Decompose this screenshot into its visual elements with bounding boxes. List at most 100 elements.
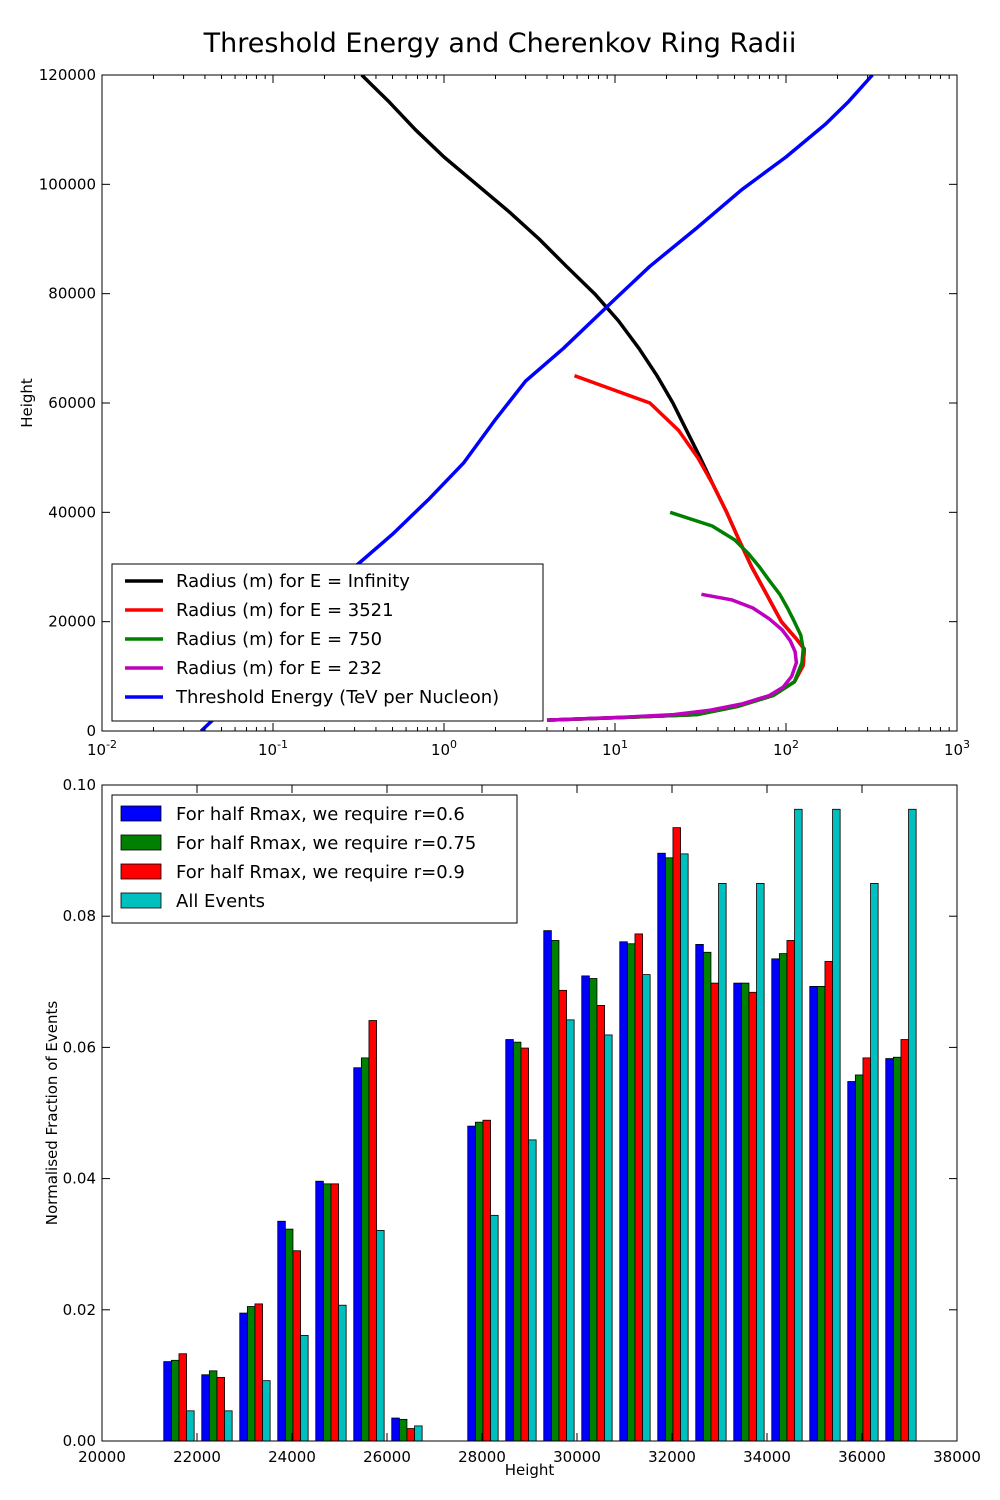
bottom-xtick-label: 36000 bbox=[838, 1448, 886, 1466]
bar bbox=[756, 883, 765, 1442]
bottom-legend-swatch bbox=[120, 805, 162, 822]
bar bbox=[619, 941, 628, 1442]
bar bbox=[786, 940, 795, 1442]
bar bbox=[239, 1312, 248, 1442]
bar bbox=[596, 1005, 605, 1442]
bottom-legend-label: For half Rmax, we require r=0.75 bbox=[176, 833, 476, 854]
bar bbox=[338, 1304, 347, 1442]
top-xtick-label: 10-2 bbox=[87, 738, 117, 759]
bar bbox=[664, 857, 674, 1442]
bottom-ylabel: Normalised Fraction of Events bbox=[43, 1001, 61, 1226]
bottom-ytick-label: 0.02 bbox=[63, 1301, 96, 1319]
bar bbox=[588, 978, 598, 1442]
bottom-xtick-label: 28000 bbox=[458, 1448, 506, 1466]
bar bbox=[771, 958, 780, 1442]
bar bbox=[208, 1370, 218, 1442]
bar bbox=[847, 1081, 856, 1442]
bar bbox=[467, 1125, 476, 1442]
bottom-xtick-label: 20000 bbox=[78, 1448, 126, 1466]
bar bbox=[733, 982, 742, 1442]
bar bbox=[710, 982, 719, 1442]
bar bbox=[262, 1380, 271, 1442]
bottom-legend-label: For half Rmax, we require r=0.9 bbox=[176, 862, 465, 883]
bar bbox=[824, 961, 833, 1442]
bar bbox=[702, 951, 712, 1442]
top-legend-label: Radius (m) for E = 3521 bbox=[176, 600, 394, 621]
bar bbox=[832, 808, 841, 1442]
bar bbox=[284, 1228, 294, 1442]
bottom-xtick-label: 22000 bbox=[173, 1448, 221, 1466]
bar bbox=[353, 1067, 362, 1442]
bottom-xtick-label: 38000 bbox=[933, 1448, 981, 1466]
bar bbox=[558, 989, 567, 1442]
top-legend-box bbox=[111, 563, 544, 722]
bar bbox=[626, 943, 636, 1442]
bar bbox=[178, 1353, 187, 1442]
bar bbox=[718, 883, 727, 1442]
bottom-xtick-label: 32000 bbox=[648, 1448, 696, 1466]
bar bbox=[512, 1041, 522, 1442]
bar bbox=[474, 1121, 484, 1442]
top-series-line-3 bbox=[546, 592, 799, 722]
bottom-xlabel: Height bbox=[505, 1461, 555, 1479]
bar bbox=[740, 982, 750, 1442]
top-legend-label: Radius (m) for E = 750 bbox=[176, 629, 382, 650]
bar bbox=[794, 808, 803, 1442]
bottom-xtick-label: 34000 bbox=[743, 1448, 791, 1466]
bar bbox=[163, 1361, 172, 1442]
bar bbox=[414, 1425, 423, 1442]
bottom-ytick-label: 0.10 bbox=[63, 776, 96, 794]
bottom-legend-label: All Events bbox=[176, 891, 265, 912]
top-xtick-label: 101 bbox=[602, 738, 628, 759]
bar bbox=[604, 1034, 613, 1442]
bar bbox=[550, 940, 560, 1442]
top-xtick-label: 103 bbox=[944, 738, 970, 759]
top-ytick-label: 100000 bbox=[39, 175, 96, 193]
bottom-legend-swatch bbox=[120, 863, 162, 880]
bottom-legend-swatch bbox=[120, 834, 162, 851]
top-xtick-label: 10-1 bbox=[258, 738, 288, 759]
bar bbox=[360, 1057, 370, 1442]
bar bbox=[505, 1039, 514, 1442]
bottom-xtick-label: 24000 bbox=[268, 1448, 316, 1466]
top-ytick-label: 0 bbox=[86, 722, 96, 740]
bar bbox=[482, 1119, 491, 1442]
bar bbox=[277, 1220, 286, 1442]
bar bbox=[368, 1020, 377, 1442]
bottom-axes-frame bbox=[101, 784, 958, 1442]
bottom-legend: For half Rmax, we require r=0.6 For half … bbox=[111, 794, 518, 924]
bar bbox=[854, 1074, 864, 1442]
bar bbox=[300, 1334, 309, 1442]
bar bbox=[908, 808, 917, 1442]
bar bbox=[330, 1183, 339, 1442]
bar bbox=[315, 1180, 324, 1442]
bar bbox=[680, 853, 689, 1442]
bar bbox=[391, 1417, 400, 1442]
top-legend: Radius (m) for E = Infinity Radius (m) fo… bbox=[111, 563, 544, 722]
top-legend-label: Radius (m) for E = Infinity bbox=[176, 571, 410, 592]
bar bbox=[216, 1376, 225, 1442]
bar bbox=[862, 1057, 871, 1442]
bar bbox=[543, 930, 552, 1442]
bar bbox=[672, 827, 681, 1442]
bar bbox=[642, 974, 651, 1442]
bar bbox=[376, 1230, 385, 1442]
bar bbox=[201, 1374, 210, 1442]
figure-suptitle: Threshold Energy and Cherenkov Ring Radi… bbox=[203, 28, 797, 59]
top-ytick-label: 40000 bbox=[48, 503, 96, 521]
bottom-legend-label: For half Rmax, we require r=0.6 bbox=[176, 804, 465, 825]
bottom-legend-swatch bbox=[120, 892, 162, 909]
bar bbox=[816, 985, 826, 1442]
bottom-ytick-label: 0.00 bbox=[63, 1432, 96, 1450]
top-legend-label: Threshold Energy (TeV per Nucleon) bbox=[175, 687, 499, 708]
top-ytick-label: 20000 bbox=[48, 613, 96, 631]
bottom-xtick-label: 26000 bbox=[363, 1448, 411, 1466]
bar bbox=[900, 1039, 909, 1442]
bar bbox=[520, 1047, 529, 1442]
bar bbox=[246, 1306, 256, 1442]
top-xtick-label: 102 bbox=[773, 738, 799, 759]
bar bbox=[186, 1410, 195, 1442]
bar-chart-normalised-fraction: 0.00 0.02 0.04 0.06 0.08 0.10 20000 22000 24000 2… bbox=[43, 776, 981, 1479]
bottom-xtick-label: 30000 bbox=[553, 1448, 601, 1466]
